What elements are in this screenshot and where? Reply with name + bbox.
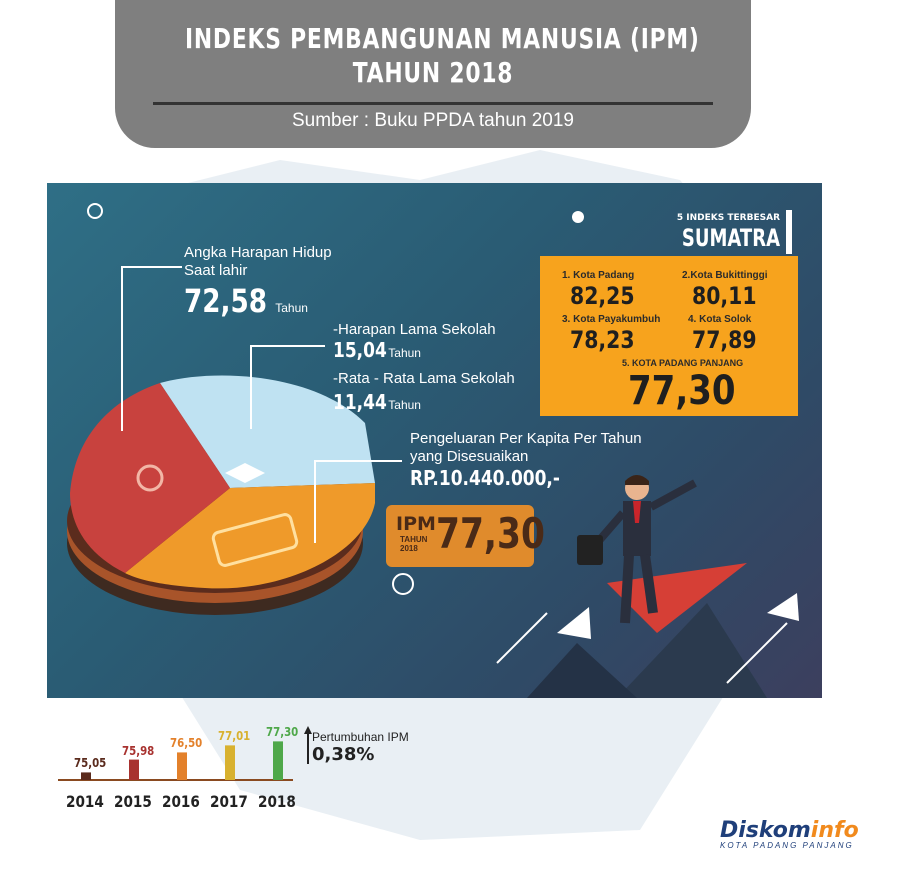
bar-year-label: 2015 — [114, 792, 152, 811]
decor-dot — [87, 203, 103, 219]
ipm-tag: IPM TAHUN 2018 77,30 — [386, 505, 545, 567]
bar-value-label: 75,05 — [74, 756, 107, 771]
ranking-subtitle: 5 INDEKS TERBESAR — [676, 213, 780, 223]
growth-arrow-icon — [304, 726, 312, 764]
bar-year-label: 2014 — [66, 792, 104, 811]
ipm-year-label: TAHUN 2018 — [400, 535, 428, 553]
diskominfo-logo: Diskominfo KOTA PADANG PANJANG — [720, 818, 859, 850]
growth-value: 0,38% — [312, 744, 375, 765]
bar-chart-svg — [58, 741, 293, 781]
bar-year-label: 2016 — [162, 792, 200, 811]
arrows-decoration — [496, 563, 799, 698]
decor-dot — [572, 211, 584, 223]
graduation-cap-icon — [225, 463, 265, 483]
rank-4-name: 4. Kota Solok — [688, 314, 752, 325]
bar-2018 — [273, 741, 283, 780]
ranking-title-bar — [786, 210, 792, 254]
bar-2014 — [81, 772, 91, 780]
divider — [153, 102, 713, 105]
callout-lines — [121, 266, 402, 543]
mean-schooling-label: -Rata - Rata Lama Sekolah — [333, 370, 515, 387]
rank-5-name: 5. KOTA PADANG PANJANG — [622, 358, 744, 368]
pie-slice-expenditure — [125, 483, 375, 589]
baby-icon — [136, 464, 164, 492]
rank-4-value: 77,89 — [692, 326, 757, 354]
rank-1-name: 1. Kota Padang — [562, 270, 635, 281]
bar-year-label: 2017 — [210, 792, 248, 811]
rank-3-value: 78,23 — [570, 326, 635, 354]
expenditure-value: RP.10.440.000,- — [410, 466, 560, 490]
growth-label: Pertumbuhan IPM — [312, 730, 409, 744]
mean-schooling-value: 11,44Tahun — [333, 390, 421, 414]
expected-schooling-label: -Harapan Lama Sekolah — [333, 321, 496, 338]
bar-value-label: 77,01 — [218, 729, 251, 744]
bar-2016 — [177, 752, 187, 780]
decor-dot — [392, 573, 414, 595]
title-line-1: INDEKS PEMBANGUNAN MANUSIA (IPM) — [184, 22, 700, 55]
logo-subtitle: KOTA PADANG PANJANG — [720, 841, 854, 850]
ipm-trend-chart: 75,05 2014 75,98 2015 76,50 2016 77,01 2017 77,3… — [58, 710, 298, 820]
source-text: Sumber : Buku PPDA tahun 2019 — [291, 110, 574, 131]
bar-value-label: 77,30 — [266, 725, 299, 740]
ipm-key: IPM — [396, 513, 436, 535]
life-expectancy-value: 72,58 Tahun — [184, 282, 308, 320]
rank-1-value: 82,25 — [570, 282, 635, 310]
title-line-2: TAHUN 2018 — [352, 56, 514, 89]
ipm-value: 77,30 — [436, 509, 545, 558]
expenditure-label: Pengeluaran Per Kapita Per Tahun yang Di… — [410, 430, 642, 465]
life-expectancy-label: Angka Harapan Hidup Saat lahir — [184, 244, 332, 279]
rank-3-name: 3. Kota Payakumbuh — [562, 314, 661, 325]
rank-2-value: 80,11 — [692, 282, 757, 310]
rank-5-value: 77,30 — [628, 368, 736, 414]
page-title: INDEKS PEMBANGUNAN MANUSIA (IPM) TAHUN 2… — [184, 22, 700, 90]
bar-value-label: 76,50 — [170, 736, 203, 751]
main-panel — [47, 183, 822, 698]
bar-2015 — [129, 759, 139, 780]
bar-2017 — [225, 745, 235, 780]
expected-schooling-value: 15,04Tahun — [333, 338, 421, 362]
bar-value-label: 75,98 — [122, 743, 155, 758]
header-banner: INDEKS PEMBANGUNAN MANUSIA (IPM) TAHUN 2… — [115, 0, 751, 148]
bar-year-label: 2018 — [258, 792, 296, 811]
pie-slice-life — [70, 383, 230, 573]
businessman-illustration — [577, 475, 697, 624]
logo-wordmark: Diskominfo — [720, 818, 859, 843]
money-icon — [211, 513, 299, 567]
rank-2-name: 2.Kota Bukittinggi — [682, 270, 768, 281]
ranking-box: 1. Kota Padang 82,25 2.Kota Bukittinggi … — [540, 256, 798, 416]
pie-chart — [67, 375, 375, 615]
pie-slice-education — [160, 375, 375, 488]
